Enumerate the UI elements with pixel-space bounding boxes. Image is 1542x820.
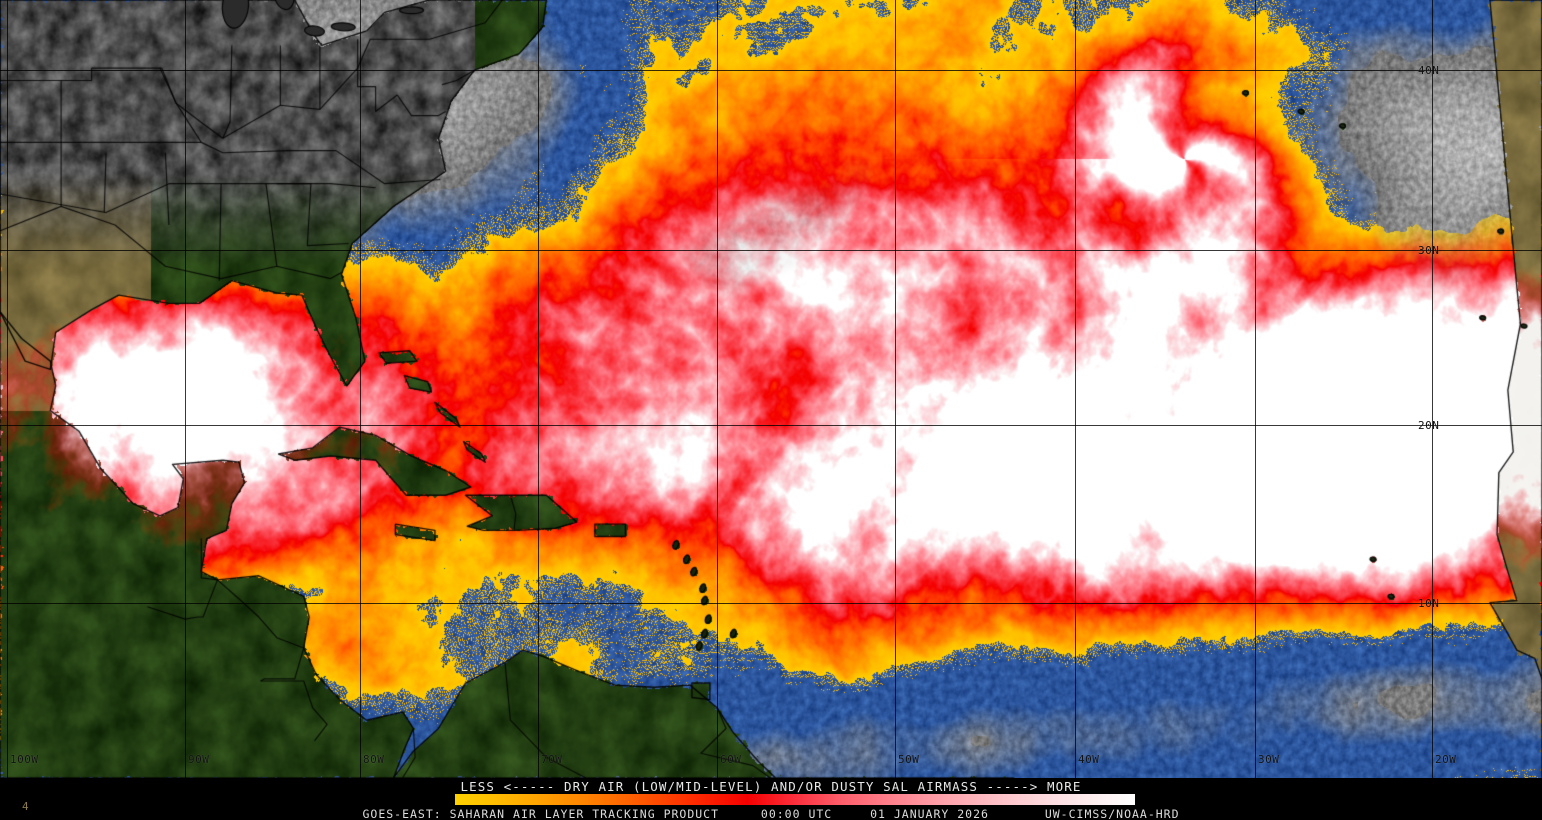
product-title: GOES-EAST: SAHARAN AIR LAYER TRACKING PR…: [362, 807, 720, 820]
lon-tick-label: 30W: [1258, 753, 1280, 766]
lon-tick-label: 70W: [541, 753, 563, 766]
lon-tick-label: 40W: [1078, 753, 1100, 766]
satellite-imagery-canvas[interactable]: [0, 0, 1542, 778]
frame-number-label: 4: [22, 800, 29, 813]
satellite-map[interactable]: 100W 90W 80W 70W 60W 50W 40W 30W 20W 40N 30N 20N 10N: [0, 0, 1542, 778]
grid-line-lon: [1075, 0, 1076, 778]
grid-line-lon: [538, 0, 539, 778]
grid-line-lat: [0, 425, 1542, 426]
grid-line-lon: [1255, 0, 1256, 778]
lon-tick-label: 60W: [720, 753, 742, 766]
grid-line-lon: [7, 0, 8, 778]
grid-line-lat: [0, 603, 1542, 604]
lat-tick-label: 40N: [1418, 64, 1440, 77]
footer-panel: LESS <----- DRY AIR (LOW/MID-LEVEL) AND/…: [0, 778, 1542, 820]
grid-line-lon: [1432, 0, 1433, 778]
legend-title: LESS <----- DRY AIR (LOW/MID-LEVEL) AND/…: [460, 779, 1082, 794]
grid-line-lat: [0, 70, 1542, 71]
lat-tick-label: 30N: [1418, 244, 1440, 257]
grid-line-lon: [360, 0, 361, 778]
lon-tick-label: 20W: [1435, 753, 1457, 766]
lat-tick-label: 20N: [1418, 419, 1440, 432]
lon-tick-label: 50W: [898, 753, 920, 766]
lon-tick-label: 90W: [188, 753, 210, 766]
lon-tick-label: 100W: [10, 753, 39, 766]
grid-line-lon: [895, 0, 896, 778]
grid-line-lon: [717, 0, 718, 778]
grid-line-lon: [185, 0, 186, 778]
observation-time: 00:00 UTC: [760, 807, 833, 820]
data-credit: UW-CIMSS/NOAA-HRD: [1044, 807, 1180, 820]
color-scale-bar: [455, 794, 1135, 805]
lon-tick-label: 80W: [363, 753, 385, 766]
lat-tick-label: 10N: [1418, 597, 1440, 610]
observation-date: 01 JANUARY 2026: [870, 807, 989, 820]
grid-line-lat: [0, 250, 1542, 251]
caption-bar: GOES-EAST: SAHARAN AIR LAYER TRACKING PR…: [0, 807, 1542, 820]
